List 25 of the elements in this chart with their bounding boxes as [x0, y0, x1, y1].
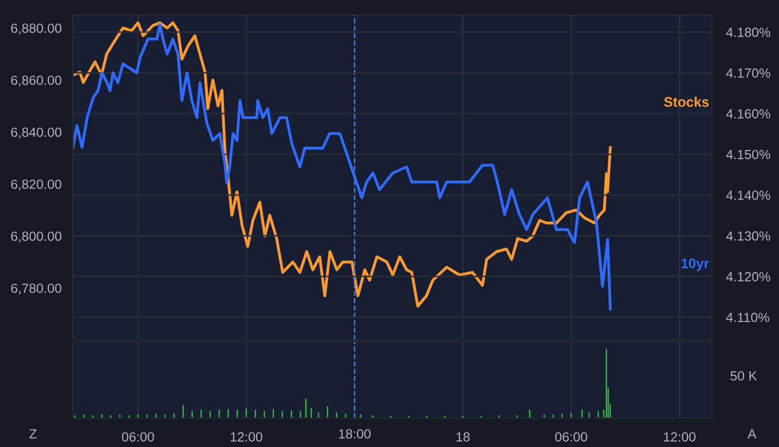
- y2-tick-label: 4.170%: [726, 68, 770, 78]
- y-tick-label: 6,800.00: [11, 232, 62, 242]
- y-tick-label: 6,780.00: [11, 284, 62, 294]
- x-tick-label: 12:00: [230, 432, 262, 442]
- text: 50 K: [730, 371, 757, 381]
- y2-tick-label: 4.160%: [726, 109, 770, 118]
- y2-tick-label: 4.180%: [726, 28, 770, 38]
- y2-tick-label: 4.110%: [726, 312, 770, 322]
- y-tick-label: 6,840.00: [11, 128, 62, 138]
- y2-tick-label: 4.120%: [726, 272, 770, 282]
- text: 10yr: [682, 258, 710, 272]
- text: Stocks: [664, 96, 709, 107]
- x-tick-label: 06:00: [122, 432, 154, 442]
- x-tick-label: 18: [456, 432, 470, 442]
- y2-tick-label: 4.140%: [726, 190, 770, 200]
- y2-tick-label: 4.130%: [726, 231, 770, 241]
- y-tick-label: 6,860.00: [11, 76, 62, 86]
- y-tick-label: 6,880.00: [11, 24, 62, 34]
- y2-tick-label: 4.150%: [726, 150, 770, 160]
- y-tick-label: 6,820.00: [11, 180, 62, 190]
- text: A: [748, 429, 756, 438]
- x-tick-label: 06:00: [555, 432, 588, 442]
- ref-line-label: 18:00: [339, 429, 371, 439]
- x-tick-label: 12:00: [664, 432, 696, 442]
- text: Z: [29, 429, 37, 438]
